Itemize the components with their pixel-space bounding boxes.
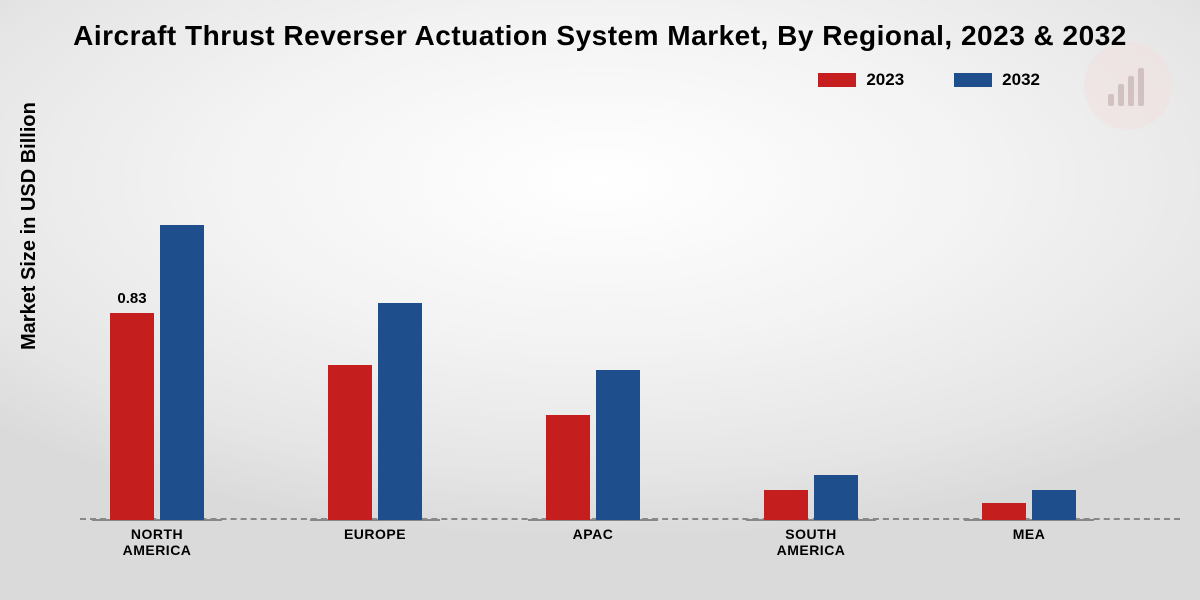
legend-swatch-2032 xyxy=(954,73,992,87)
bar-2023-1 xyxy=(328,365,372,520)
x-axis-label: MEA xyxy=(1013,526,1046,542)
x-axis-label: SOUTH AMERICA xyxy=(777,526,846,558)
bar-2032-0 xyxy=(160,225,204,520)
chart-container: Aircraft Thrust Reverser Actuation Syste… xyxy=(0,0,1200,600)
bar-2032-3 xyxy=(814,475,858,520)
x-axis-label: EUROPE xyxy=(344,526,406,542)
x-axis-label: APAC xyxy=(573,526,614,542)
bar-2023-2 xyxy=(546,415,590,520)
x-axis-label: NORTH AMERICA xyxy=(123,526,192,558)
data-label: 0.83 xyxy=(117,290,146,307)
legend-label-2032: 2032 xyxy=(1002,70,1040,90)
bar-2023-4 xyxy=(982,503,1026,521)
legend-item-2032: 2032 xyxy=(954,70,1040,90)
legend-item-2023: 2023 xyxy=(818,70,904,90)
watermark-icon xyxy=(1084,42,1172,130)
legend-swatch-2023 xyxy=(818,73,856,87)
bar-2032-4 xyxy=(1032,490,1076,520)
bar-2023-3 xyxy=(764,490,808,520)
bar-2032-2 xyxy=(596,370,640,520)
chart-plot-area: NORTH AMERICA0.83EUROPEAPACSOUTH AMERICA… xyxy=(80,120,1180,520)
bar-2023-0 xyxy=(110,313,154,521)
y-axis-label: Market Size in USD Billion xyxy=(18,102,41,350)
chart-title: Aircraft Thrust Reverser Actuation Syste… xyxy=(0,20,1200,52)
bar-2032-1 xyxy=(378,303,422,521)
legend-label-2023: 2023 xyxy=(866,70,904,90)
legend: 2023 2032 xyxy=(818,70,1040,90)
